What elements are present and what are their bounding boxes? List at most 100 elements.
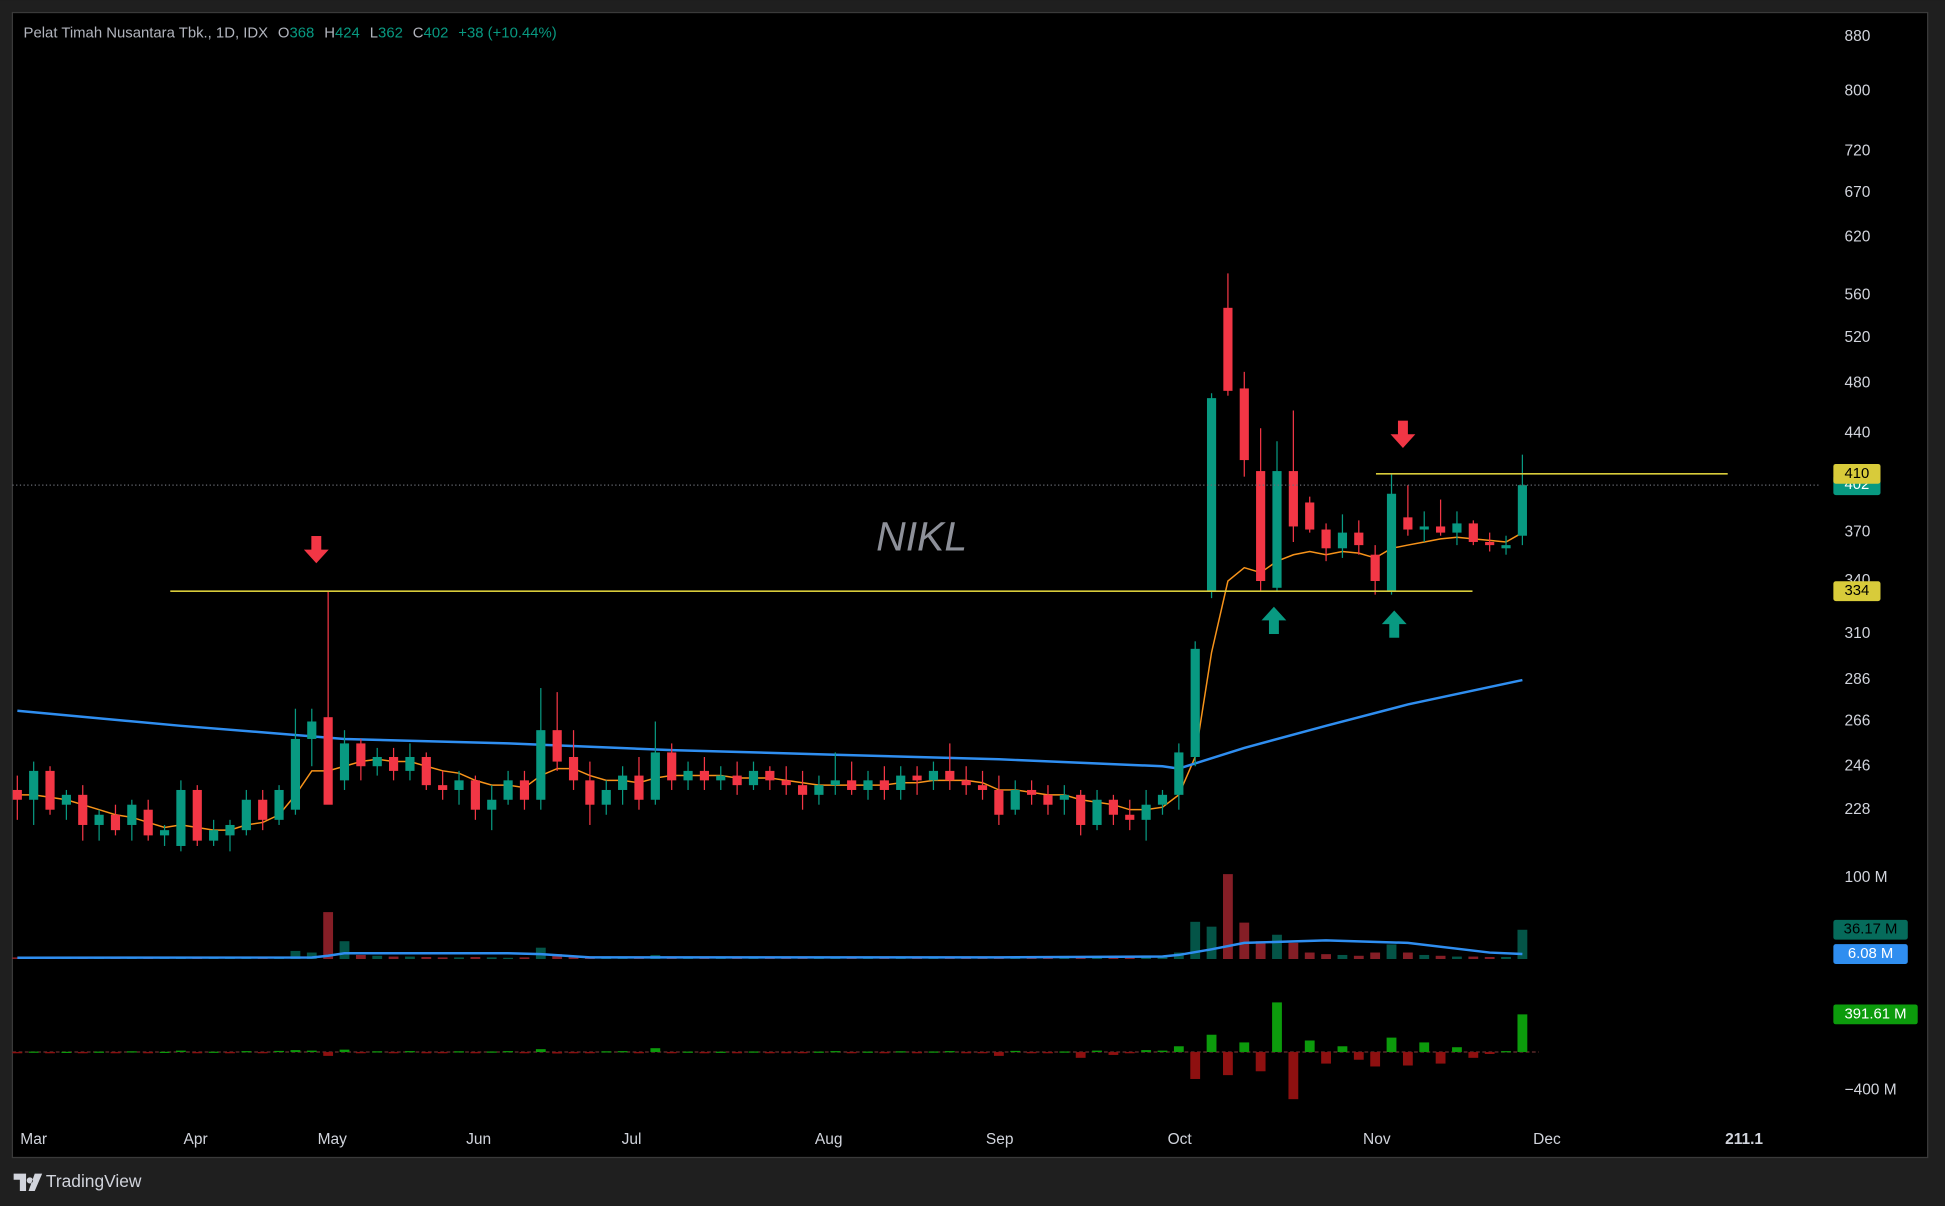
volume-bar: [1386, 944, 1397, 960]
y-tick-label: 800: [1845, 82, 1871, 99]
oscillator-bar: [1435, 1052, 1446, 1064]
oscillator-bar: [1501, 1051, 1511, 1053]
volume-bar: [1321, 954, 1331, 960]
candle-body: [127, 804, 137, 825]
oscillator-bar: [1468, 1052, 1479, 1058]
oscillator-bar: [519, 1052, 530, 1054]
candle-body: [634, 775, 644, 800]
y-tick-label: 670: [1845, 184, 1871, 201]
oscillator-last-label: 391.61 M: [1845, 1006, 1907, 1022]
volume-bar: [1304, 952, 1315, 960]
candle-body: [1108, 799, 1118, 815]
oscillator-bar: [764, 1052, 775, 1054]
oscillator-bar: [405, 1051, 415, 1053]
volume-ma-box: [1833, 944, 1908, 965]
volume-bar: [1517, 929, 1528, 960]
candle-body: [1305, 502, 1315, 530]
legend-value: 368: [290, 26, 315, 42]
candle-body: [1157, 794, 1168, 805]
y-tick-label: 228: [1845, 801, 1871, 818]
up-arrow: [1261, 606, 1287, 621]
y-tick-label: 520: [1845, 329, 1871, 346]
candle-body: [781, 780, 791, 786]
volume-bar: [1043, 957, 1053, 960]
volume-bar: [1255, 941, 1266, 960]
volume-bar: [1337, 954, 1348, 960]
oscillator-bar: [486, 1051, 497, 1053]
oscillator-bar: [1075, 1052, 1086, 1058]
candle-body: [1223, 307, 1233, 391]
volume-bar: [372, 955, 383, 960]
x-tick-label: 211.1: [1725, 1131, 1763, 1148]
oscillator-bar: [12, 1052, 23, 1054]
oscillator-bar: [241, 1051, 252, 1053]
candle-body: [1354, 532, 1364, 546]
oscillator-bar: [797, 1052, 808, 1054]
legend-key: O: [278, 26, 290, 42]
candle-body: [912, 775, 922, 781]
volume-ma-label: 6.08 M: [1848, 946, 1893, 962]
oscillator-bar: [535, 1049, 546, 1053]
oscillator-bar: [1108, 1052, 1119, 1055]
oscillator-bar: [45, 1052, 55, 1054]
oscillator-bar: [1239, 1042, 1250, 1053]
candle-body: [797, 785, 808, 795]
y-tick-label: 286: [1845, 671, 1871, 688]
x-tick-label: Jun: [466, 1131, 491, 1148]
volume-bar: [1157, 956, 1168, 960]
candle-body: [1337, 532, 1348, 549]
candle-body: [176, 789, 186, 846]
candle-body: [650, 752, 660, 800]
y-tick-label: 620: [1845, 228, 1871, 245]
candle-body: [290, 738, 301, 810]
volume-bar: [1402, 952, 1413, 960]
candle-body: [1059, 794, 1069, 800]
candle-body: [1043, 794, 1053, 805]
oscillator-bar: [1173, 1046, 1184, 1053]
down-arrow: [1390, 434, 1416, 448]
candle-body: [503, 780, 513, 800]
oscillator-bar: [699, 1052, 710, 1054]
symbol-annotation: NIKL: [876, 514, 967, 560]
y-tick-label: 310: [1845, 625, 1871, 642]
oscillator-bar: [895, 1051, 906, 1053]
oscillator-bar: [1517, 1014, 1528, 1053]
candle-body: [1141, 804, 1151, 820]
oscillator-bar: [143, 1052, 154, 1054]
oscillator-bar: [666, 1052, 677, 1054]
volume-bar: [1239, 922, 1250, 960]
volume-bar: [1484, 956, 1495, 960]
y-tick-label: 370: [1845, 524, 1871, 541]
candle-body: [814, 785, 824, 795]
candle-body: [1452, 523, 1462, 533]
oscillator-bar: [961, 1052, 972, 1054]
candle-body: [274, 789, 284, 820]
x-tick-label: Dec: [1533, 1131, 1561, 1148]
candle-body: [830, 780, 840, 786]
x-tick-label: May: [318, 1131, 348, 1148]
oscillator-bar: [830, 1051, 841, 1053]
oscillator-bar: [634, 1052, 644, 1054]
oscillator-bar: [568, 1052, 579, 1054]
up-arrow: [1268, 619, 1279, 635]
candle-body: [961, 780, 971, 786]
y-tick-label: 560: [1845, 287, 1871, 304]
volume-bar: [421, 956, 432, 960]
candle-body: [1501, 545, 1511, 549]
up-arrow: [1389, 622, 1400, 638]
volume-bar: [1108, 957, 1119, 960]
candle-body: [307, 721, 317, 739]
candle-body: [110, 814, 121, 831]
legend-value: 424: [335, 26, 360, 42]
oscillator-bar: [159, 1051, 170, 1053]
candle-body: [94, 814, 104, 825]
candle-body: [438, 785, 448, 790]
volume-bar: [1452, 956, 1462, 960]
candle-body: [1386, 493, 1397, 592]
candle-body: [1321, 529, 1331, 549]
candle-body: [1239, 388, 1249, 461]
x-tick-label: Oct: [1168, 1131, 1193, 1148]
oscillator-bar: [748, 1051, 759, 1053]
candle-body: [536, 730, 546, 800]
